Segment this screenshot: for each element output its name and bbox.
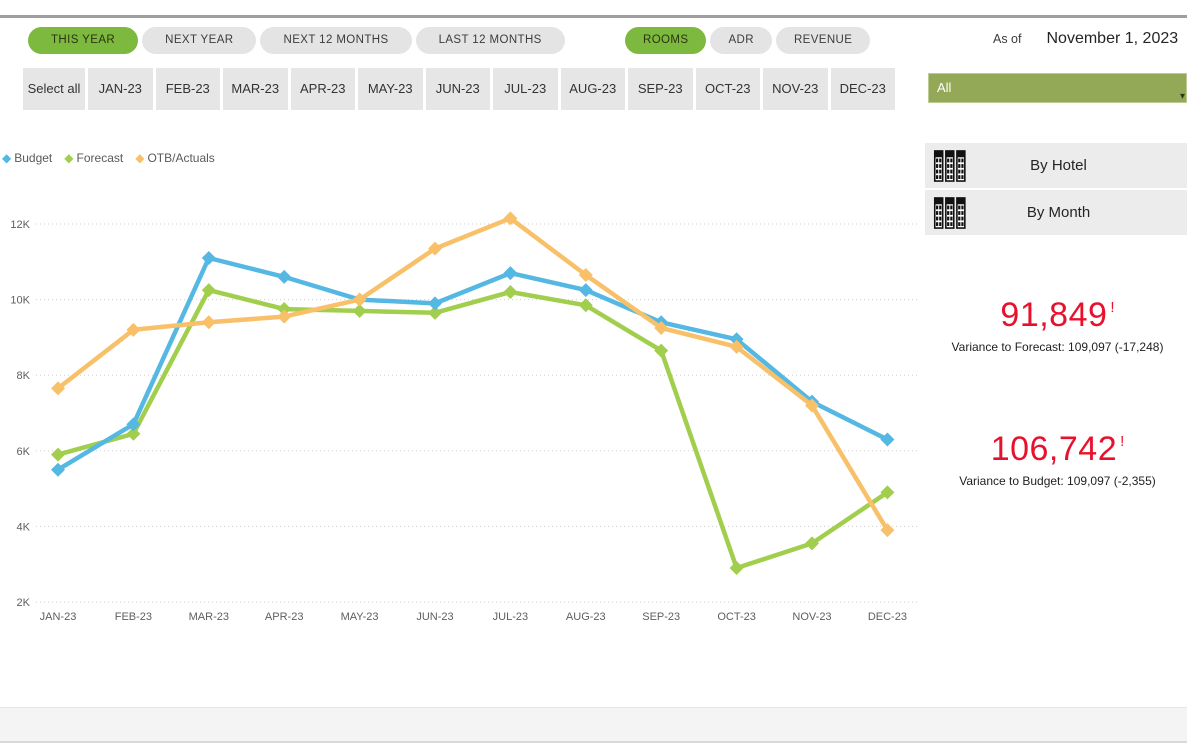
- svg-text:DEC-23: DEC-23: [868, 611, 907, 623]
- chart-legend: ◆ Budget ◆ Forecast ◆ OTB/Actuals: [2, 151, 215, 165]
- svg-text:AUG-23: AUG-23: [566, 611, 606, 623]
- legend-item-forecast[interactable]: ◆ Forecast: [64, 151, 123, 165]
- tab-last-12-months[interactable]: LAST 12 MONTHS: [415, 27, 565, 54]
- month-button-nov-23[interactable]: NOV-23: [763, 68, 828, 110]
- svg-text:MAY-23: MAY-23: [341, 611, 379, 623]
- tab-rooms[interactable]: ROOMS: [625, 27, 707, 54]
- month-button-jan-23[interactable]: JAN-23: [88, 68, 153, 110]
- month-button-dec-23[interactable]: DEC-23: [830, 68, 895, 110]
- kpi-alert-icon: !: [1110, 299, 1115, 316]
- line-chart: 2K 4K 6K 8K 10K 12K JAN-23 FEB-23 MAR-23 APR-23 MA…: [10, 211, 920, 623]
- svg-text:6K: 6K: [17, 446, 31, 458]
- legend-label: Budget: [14, 151, 53, 165]
- chevron-down-icon: ▾: [1179, 91, 1185, 102]
- table-columns-icon: [933, 149, 966, 182]
- svg-text:12K: 12K: [10, 219, 30, 231]
- svg-text:JUL-23: JUL-23: [493, 611, 528, 623]
- by-month-button[interactable]: By Month: [925, 190, 1187, 235]
- kpi-value: 106,742: [990, 430, 1118, 468]
- kpi-subtext: Variance to Forecast: 109,097 (-17,248): [951, 340, 1164, 354]
- month-button-may-23[interactable]: MAY-23: [358, 68, 423, 110]
- month-button-apr-23[interactable]: APR-23: [290, 68, 355, 110]
- legend-label: Forecast: [76, 151, 124, 165]
- svg-text:4K: 4K: [17, 521, 31, 533]
- svg-text:8K: 8K: [17, 370, 31, 382]
- metric-tab-group: ROOMS ADR REVENUE: [625, 27, 871, 54]
- as-of-label: As of: [993, 32, 1022, 46]
- legend-item-otb-actuals[interactable]: ◆ OTB/Actuals: [135, 151, 215, 165]
- tab-this-year[interactable]: THIS YEAR: [28, 27, 139, 54]
- by-hotel-label: By Hotel: [1030, 157, 1087, 174]
- month-button-mar-23[interactable]: MAR-23: [223, 68, 288, 110]
- legend-marker-icon: ◆: [135, 151, 145, 165]
- svg-text:SEP-23: SEP-23: [642, 611, 680, 623]
- legend-marker-icon: ◆: [2, 151, 12, 165]
- by-hotel-button[interactable]: By Hotel: [925, 143, 1187, 188]
- svg-text:JAN-23: JAN-23: [40, 611, 77, 623]
- month-button-sep-23[interactable]: SEP-23: [628, 68, 693, 110]
- month-button-feb-23[interactable]: FEB-23: [155, 68, 220, 110]
- tab-revenue[interactable]: REVENUE: [775, 27, 871, 54]
- month-button-oct-23[interactable]: OCT-23: [695, 68, 760, 110]
- svg-text:10K: 10K: [10, 295, 30, 307]
- month-button-jun-23[interactable]: JUN-23: [425, 68, 490, 110]
- tab-adr[interactable]: ADR: [710, 27, 772, 54]
- svg-text:2K: 2K: [17, 597, 31, 609]
- footer-bar: [0, 707, 1187, 743]
- table-columns-icon: [933, 196, 966, 229]
- kpi-value: 91,849: [1000, 296, 1108, 334]
- tab-next-year[interactable]: NEXT YEAR: [142, 27, 257, 54]
- hotel-filter-dropdown[interactable]: All ▾: [928, 73, 1187, 103]
- svg-text:APR-23: APR-23: [265, 611, 304, 623]
- kpi-variance-to-budget: 106,742! Variance to Budget: 109,097 (-2…: [928, 430, 1187, 488]
- hotel-filter-value: All: [937, 80, 952, 95]
- month-button-jul-23[interactable]: JUL-23: [493, 68, 558, 110]
- svg-text:NOV-23: NOV-23: [792, 611, 831, 623]
- svg-text:OCT-23: OCT-23: [717, 611, 756, 623]
- period-tab-group: THIS YEAR NEXT YEAR NEXT 12 MONTHS LAST 12 …: [28, 27, 565, 54]
- as-of-block: As of November 1, 2023: [993, 30, 1178, 48]
- kpi-alert-icon: !: [1120, 433, 1125, 450]
- top-divider: [0, 15, 1187, 18]
- by-month-label: By Month: [1026, 204, 1091, 221]
- month-filter-row: Select all JAN-23 FEB-23 MAR-23 APR-23 MAY-23…: [23, 68, 895, 110]
- legend-item-budget[interactable]: ◆ Budget: [2, 151, 52, 165]
- kpi-subtext: Variance to Budget: 109,097 (-2,355): [959, 474, 1156, 488]
- svg-text:MAR-23: MAR-23: [189, 611, 229, 623]
- svg-text:JUN-23: JUN-23: [416, 611, 453, 623]
- legend-label: OTB/Actuals: [147, 151, 215, 165]
- as-of-date[interactable]: November 1, 2023: [1046, 30, 1179, 47]
- month-button-aug-23[interactable]: AUG-23: [560, 68, 625, 110]
- svg-text:FEB-23: FEB-23: [115, 611, 152, 623]
- tab-next-12-months[interactable]: NEXT 12 MONTHS: [260, 27, 412, 54]
- select-all-button[interactable]: Select all: [23, 68, 85, 110]
- legend-marker-icon: ◆: [64, 151, 74, 165]
- kpi-variance-to-forecast: 91,849! Variance to Forecast: 109,097 (-…: [928, 296, 1187, 354]
